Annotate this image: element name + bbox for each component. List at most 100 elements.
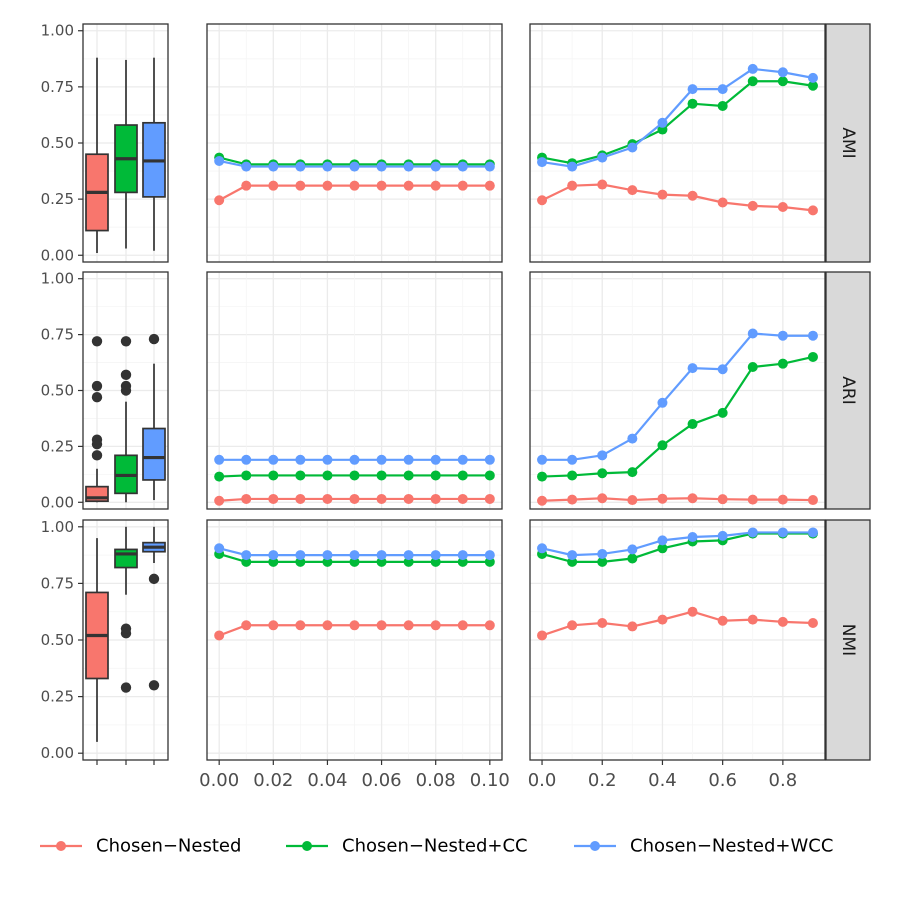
panel-small-nmi <box>206 519 503 761</box>
large-point-ami-chosen-nested-cc <box>777 76 788 87</box>
small-point-ari-chosen-nested <box>241 493 252 504</box>
large-point-ami-chosen-nested-wcc <box>807 72 818 83</box>
y-axis-ami: 0.00 0.25 0.50 0.75 1.00 <box>41 22 83 264</box>
small-point-ari-chosen-nested <box>322 493 333 504</box>
small-point-ari-chosen-nested-cc <box>322 470 333 481</box>
small-point-ami-chosen-nested <box>268 180 279 191</box>
small-point-ami-chosen-nested <box>295 180 306 191</box>
large-point-ami-chosen-nested-wcc <box>627 142 638 153</box>
legend-key-point <box>56 841 66 851</box>
x-tick-label: 0.6 <box>708 770 737 791</box>
y-tick-label: 0.75 <box>41 326 74 344</box>
y-tick-label: 0.25 <box>41 437 74 455</box>
small-point-ami-chosen-nested <box>322 180 333 191</box>
box-outlier-ari-chosen-nested <box>91 336 103 347</box>
small-point-nmi-chosen-nested-wcc <box>268 550 279 561</box>
panel-large-ari <box>529 271 826 510</box>
small-point-nmi-chosen-nested-wcc <box>322 550 333 561</box>
panel-border <box>529 271 826 510</box>
small-point-nmi-chosen-nested-wcc <box>376 550 387 561</box>
small-point-nmi-chosen-nested <box>430 620 441 631</box>
small-point-ari-chosen-nested-wcc <box>376 454 387 465</box>
strip-label-nmi: NMI <box>838 624 858 656</box>
small-point-ami-chosen-nested-wcc <box>241 161 252 172</box>
x-tick-label: 0.2 <box>588 770 617 791</box>
strip-ari: ARI <box>825 271 871 510</box>
small-point-ari-chosen-nested-cc <box>484 470 495 481</box>
x-tick-label: 0.08 <box>416 770 456 791</box>
small-point-nmi-chosen-nested-wcc <box>430 550 441 561</box>
y-tick-label: 0.50 <box>41 382 74 400</box>
large-point-ari-chosen-nested-cc <box>627 467 638 478</box>
small-point-ari-chosen-nested <box>457 493 468 504</box>
legend-key-point <box>302 841 312 851</box>
large-point-ari-chosen-nested-wcc <box>597 450 608 461</box>
large-point-ami-chosen-nested-wcc <box>567 161 578 172</box>
small-point-nmi-chosen-nested-wcc <box>484 550 495 561</box>
y-tick-label: 0.00 <box>41 744 74 762</box>
x-axis-large: 0.0 0.2 0.4 0.6 0.8 <box>528 760 797 791</box>
large-point-ari-chosen-nested-wcc <box>777 330 788 341</box>
large-point-ari-chosen-nested-wcc <box>627 433 638 444</box>
large-point-nmi-chosen-nested-wcc <box>657 535 668 546</box>
x-tick-label: 0.8 <box>769 770 798 791</box>
large-point-nmi-chosen-nested-wcc <box>567 550 578 561</box>
large-point-nmi-chosen-nested-wcc <box>627 544 638 555</box>
large-point-ari-chosen-nested-cc <box>747 362 758 373</box>
small-point-ari-chosen-nested-cc <box>295 470 306 481</box>
large-point-ari-chosen-nested <box>537 495 548 506</box>
strip-nmi: NMI <box>825 519 871 761</box>
large-line-ami-chosen-nested <box>541 183 814 212</box>
large-point-nmi-chosen-nested-wcc <box>777 527 788 538</box>
large-point-nmi-chosen-nested-cc <box>597 556 608 567</box>
small-point-ari-chosen-nested <box>295 493 306 504</box>
large-point-nmi-chosen-nested-cc <box>627 553 638 564</box>
panel-border <box>529 519 826 761</box>
large-point-ami-chosen-nested-cc <box>687 98 698 109</box>
small-point-ari-chosen-nested <box>214 495 225 506</box>
large-point-ami-chosen-nested-wcc <box>717 84 728 95</box>
large-point-ami-chosen-nested-wcc <box>747 63 758 74</box>
small-point-ari-chosen-nested-wcc <box>214 454 225 465</box>
panel-border <box>206 271 503 510</box>
small-point-ami-chosen-nested <box>403 180 414 191</box>
box-outlier-ari-chosen-nested <box>91 434 103 445</box>
box-outlier-ari-chosen-nested-cc <box>120 380 132 392</box>
large-point-ari-chosen-nested-cc <box>657 440 668 451</box>
large-point-nmi-chosen-nested <box>657 614 668 625</box>
x-tick-label: 0.4 <box>648 770 677 791</box>
small-point-ari-chosen-nested-wcc <box>457 454 468 465</box>
large-point-ari-chosen-nested-wcc <box>747 328 758 339</box>
x-tick-label: 0.0 <box>528 770 557 791</box>
y-tick-label: 1.00 <box>41 22 74 40</box>
large-point-ami-chosen-nested-cc <box>747 76 758 87</box>
panel-border <box>529 23 826 263</box>
small-point-ari-chosen-nested-wcc <box>268 454 279 465</box>
large-point-ami-chosen-nested <box>687 190 698 201</box>
large-point-ari-chosen-nested <box>627 495 638 506</box>
strip-background <box>825 23 871 263</box>
large-point-ami-chosen-nested-cc <box>717 100 728 111</box>
small-point-nmi-chosen-nested <box>241 620 252 631</box>
small-point-ari-chosen-nested-cc <box>214 471 225 482</box>
large-point-ami-chosen-nested <box>807 205 818 216</box>
panel-box-ari <box>82 271 169 510</box>
large-point-ari-chosen-nested-wcc <box>567 454 578 465</box>
large-point-ari-chosen-nested-cc <box>567 470 578 481</box>
small-point-ami-chosen-nested <box>376 180 387 191</box>
small-point-ari-chosen-nested-cc <box>457 470 468 481</box>
small-point-ari-chosen-nested <box>430 493 441 504</box>
panel-large-ami <box>529 23 826 263</box>
box-outlier-ari-chosen-nested <box>91 450 103 461</box>
large-line-ari-chosen-nested-cc <box>542 355 814 478</box>
large-point-nmi-chosen-nested-wcc <box>717 530 728 541</box>
small-point-ari-chosen-nested-wcc <box>430 454 441 465</box>
large-point-ari-chosen-nested-cc <box>597 468 608 479</box>
large-line-ari-chosen-nested-wcc <box>542 332 813 461</box>
small-point-ami-chosen-nested <box>349 180 360 191</box>
small-point-nmi-chosen-nested <box>376 620 387 631</box>
small-point-ari-chosen-nested-cc <box>268 470 279 481</box>
large-line-ami-chosen-nested-wcc <box>541 67 814 168</box>
large-point-ari-chosen-nested-cc <box>537 471 548 482</box>
small-point-nmi-chosen-nested <box>349 620 360 631</box>
